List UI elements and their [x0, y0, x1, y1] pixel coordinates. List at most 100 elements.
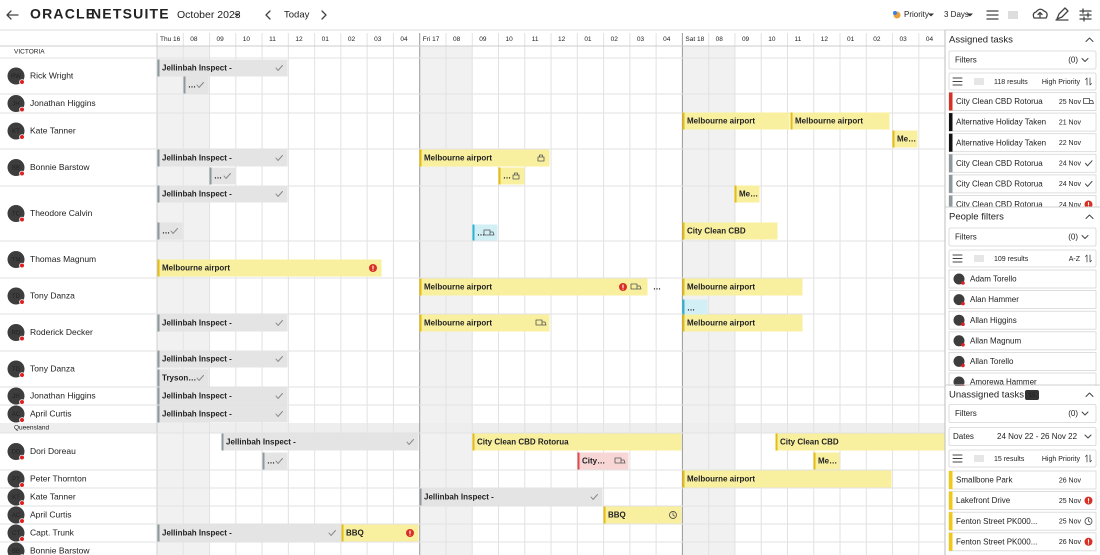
settings-button[interactable] [1079, 8, 1092, 22]
resource-name[interactable]: Rick Wright [30, 70, 74, 80]
event-label[interactable]: Melbourne airport [424, 319, 492, 328]
event-label[interactable]: City… [582, 457, 605, 466]
event-label[interactable]: … [162, 227, 170, 236]
resource-name[interactable]: Tony Danza [30, 363, 75, 373]
event-bar[interactable] [682, 112, 790, 130]
resource-name[interactable]: April Curtis [30, 408, 72, 418]
event-bar[interactable] [419, 488, 603, 506]
event-bar[interactable] [262, 452, 288, 470]
event-label[interactable]: BBQ [608, 511, 626, 520]
sort-selector[interactable]: High Priority [1042, 79, 1081, 86]
edit-button[interactable] [1055, 7, 1069, 21]
event-bar[interactable] [813, 452, 840, 470]
upload-button[interactable] [1032, 8, 1048, 19]
event-bar[interactable] [682, 299, 708, 317]
sort-direction[interactable] [1085, 454, 1092, 463]
event-bar[interactable] [472, 433, 682, 451]
task-name[interactable]: Fenton Street PK000... [956, 517, 1037, 526]
task-name[interactable]: City Clean CBD Rotorua [956, 159, 1043, 168]
select-all-button[interactable] [974, 455, 984, 462]
menu-button[interactable] [952, 454, 963, 463]
event-label[interactable]: Jellinbah Inspect - [162, 319, 232, 328]
event-label[interactable]: Me… [897, 135, 916, 144]
filter-box[interactable] [948, 50, 1097, 70]
resource-name[interactable]: Bonnie Barstow [30, 545, 90, 555]
resource-name[interactable]: Theodore Calvin [30, 208, 93, 218]
event-label[interactable]: Jellinbah Inspect - [226, 438, 296, 447]
event-bar[interactable] [682, 222, 778, 240]
task-name[interactable]: Smallbone Park [956, 476, 1013, 485]
resource-name[interactable]: Bonnie Barstow [30, 162, 90, 172]
task-name[interactable]: Alternative Holiday Taken [956, 118, 1046, 127]
event-bar[interactable] [157, 259, 382, 277]
task-name[interactable]: City Clean CBD Rotorua [956, 180, 1043, 189]
caret[interactable] [234, 13, 240, 17]
event-label[interactable]: Me… [818, 457, 837, 466]
collapse-button[interactable] [1085, 37, 1094, 42]
event-bar[interactable] [183, 76, 209, 94]
task-name[interactable]: Fenton Street PK000... [956, 537, 1037, 546]
event-bar[interactable] [157, 314, 288, 332]
list-view-button[interactable] [986, 10, 999, 20]
event-label[interactable]: City Clean CBD Rotorua [477, 438, 569, 447]
event-bar[interactable] [341, 524, 419, 542]
event-bar[interactable] [603, 506, 682, 524]
person-card[interactable] [948, 310, 1097, 330]
event-bar[interactable] [790, 112, 890, 130]
event-label[interactable]: BBQ [346, 529, 364, 538]
event-bar[interactable] [775, 433, 945, 451]
grid-view-button[interactable] [1008, 11, 1018, 19]
event-label[interactable]: Jellinbah Inspect - [162, 154, 232, 163]
event-bar[interactable] [498, 167, 525, 185]
chevron[interactable] [1081, 411, 1089, 416]
event-label[interactable]: Jellinbah Inspect - [162, 190, 232, 199]
event-label[interactable]: Melbourne airport [424, 154, 492, 163]
event-bar[interactable] [472, 224, 498, 242]
event-bar[interactable] [157, 149, 288, 167]
event-bar[interactable] [221, 433, 419, 451]
view-selector[interactable]: 3 Days [944, 10, 969, 19]
filter-count[interactable]: (0) [1068, 56, 1078, 65]
person-card[interactable] [948, 290, 1097, 310]
resource-name[interactable]: Tony Danza [30, 290, 75, 300]
person-name[interactable]: Alan Hammer [970, 295, 1019, 304]
filter-box[interactable] [948, 227, 1097, 247]
person-name[interactable]: Adam Torello [970, 275, 1017, 284]
collapse-button[interactable] [1085, 392, 1094, 397]
filter-box[interactable] [948, 404, 1097, 423]
person-name[interactable]: Allan Higgins [970, 316, 1017, 325]
caret[interactable] [928, 13, 934, 17]
event-label[interactable]: … [503, 172, 511, 181]
event-label[interactable]: Melbourne airport [424, 283, 492, 292]
event-bar[interactable] [157, 369, 209, 387]
event-bar[interactable] [682, 278, 803, 296]
event-label[interactable]: … [267, 457, 275, 466]
sort-direction[interactable] [1085, 254, 1092, 263]
event-label[interactable]: Me… [739, 190, 758, 199]
task-name[interactable]: Lakefront Drive [956, 496, 1011, 505]
section-title[interactable]: People filters [949, 212, 1004, 223]
event-bar[interactable] [682, 314, 803, 332]
event-bar[interactable] [157, 222, 183, 240]
toolbar[interactable] [948, 249, 1097, 268]
person-card[interactable] [948, 351, 1097, 371]
chevron[interactable] [1081, 58, 1089, 62]
filter-count[interactable]: (0) [1068, 233, 1078, 242]
event-label[interactable]: Jellinbah Inspect - [162, 64, 232, 73]
event-bar[interactable] [419, 314, 550, 332]
event-label[interactable]: … [188, 81, 196, 90]
event-bar[interactable] [157, 59, 288, 77]
filters-label[interactable]: Filters [955, 233, 977, 242]
task-name[interactable]: City Clean CBD Rotorua [956, 200, 1043, 209]
today-button[interactable]: Today [284, 10, 310, 21]
sort-selector[interactable]: A-Z [1069, 256, 1081, 263]
filters-label[interactable]: Filters [955, 56, 977, 65]
event-label[interactable]: Melbourne airport [687, 475, 755, 484]
sort-selector[interactable]: High Priority [1042, 456, 1081, 463]
person-card[interactable] [948, 331, 1097, 351]
menu-button[interactable] [952, 77, 963, 86]
resource-name[interactable]: Dori Doreau [30, 446, 76, 456]
event-label[interactable]: … [653, 283, 661, 292]
event-bar[interactable] [419, 278, 648, 296]
event-label[interactable]: Melbourne airport [687, 319, 755, 328]
